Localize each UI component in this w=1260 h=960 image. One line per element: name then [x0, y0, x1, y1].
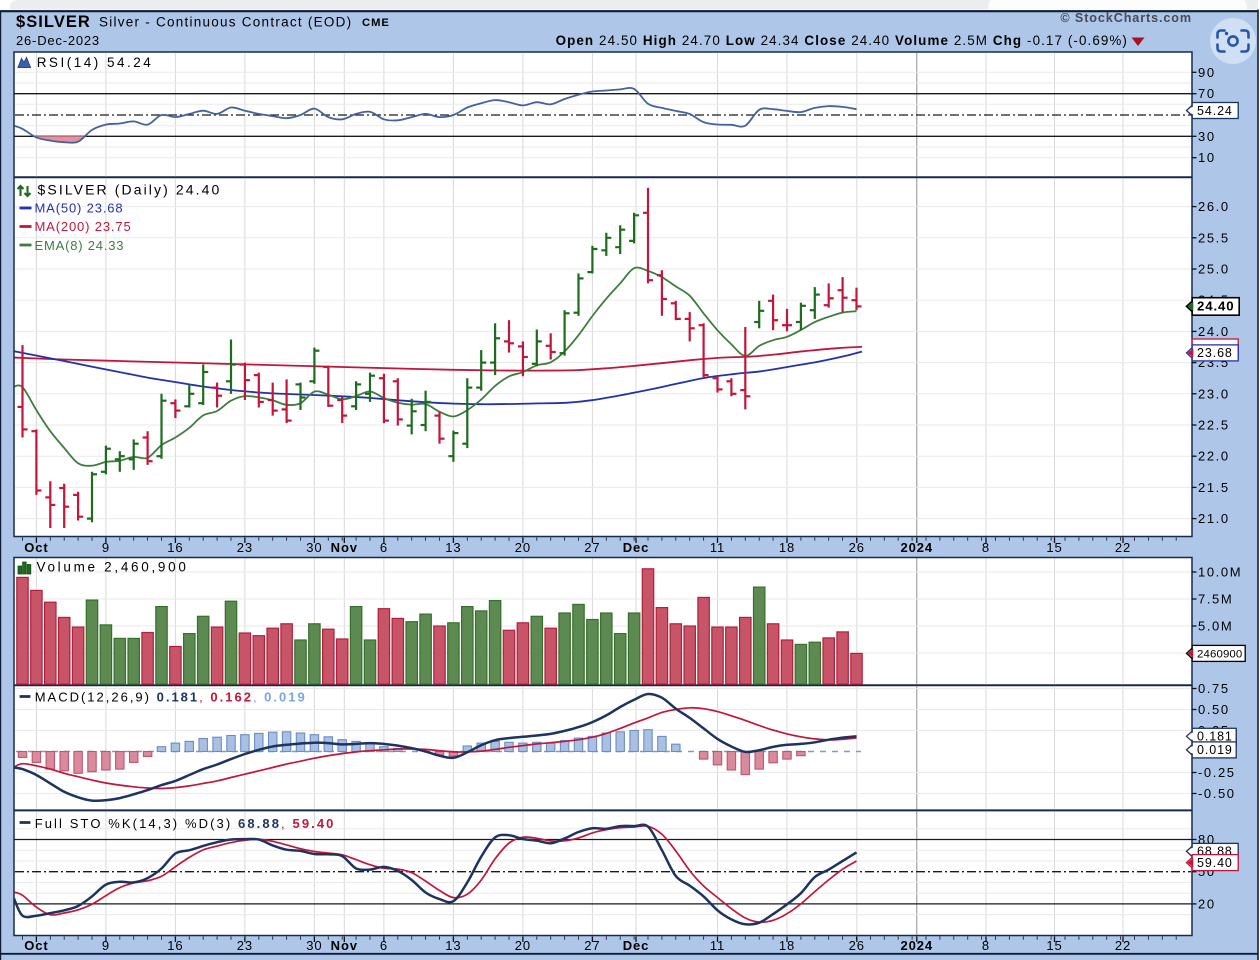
svg-text:Nov: Nov — [331, 938, 358, 953]
svg-text:22: 22 — [1115, 540, 1131, 555]
svg-text:8: 8 — [982, 938, 990, 953]
svg-text:0.019: 0.019 — [1197, 743, 1233, 757]
svg-text:Oct: Oct — [24, 938, 48, 953]
svg-text:Dec: Dec — [623, 938, 650, 953]
svg-text:MACD(12,26,9) 0.181, 0.162, 0.: MACD(12,26,9) 0.181, 0.162, 0.019 — [35, 690, 307, 705]
svg-text:Oct: Oct — [24, 540, 48, 555]
svg-text:8: 8 — [982, 540, 990, 555]
svg-text:2460900: 2460900 — [1197, 649, 1242, 661]
svg-text:0.50: 0.50 — [1198, 702, 1230, 717]
svg-text:-0.25: -0.25 — [1198, 765, 1236, 780]
svg-text:18: 18 — [779, 540, 795, 555]
svg-text:15: 15 — [1046, 540, 1062, 555]
svg-text:25.0: 25.0 — [1198, 262, 1230, 277]
svg-text:MA(200) 23.75: MA(200) 23.75 — [35, 219, 132, 234]
svg-text:22.5: 22.5 — [1198, 418, 1230, 433]
svg-text:Nov: Nov — [331, 540, 358, 555]
svg-text:30: 30 — [306, 540, 322, 555]
svg-text:21.0: 21.0 — [1198, 511, 1230, 526]
svg-text:26: 26 — [849, 540, 865, 555]
svg-text:26.0: 26.0 — [1198, 199, 1230, 214]
svg-text:26-Dec-2023: 26-Dec-2023 — [16, 33, 100, 48]
svg-text:Dec: Dec — [623, 540, 650, 555]
svg-text:0.75: 0.75 — [1198, 681, 1230, 696]
svg-text:9: 9 — [102, 540, 110, 555]
svg-text:0.181: 0.181 — [1197, 730, 1233, 744]
svg-text:13: 13 — [445, 540, 461, 555]
svg-text:16: 16 — [167, 938, 183, 953]
svg-text:11: 11 — [710, 938, 725, 953]
svg-text:25.5: 25.5 — [1198, 230, 1230, 245]
svg-text:6: 6 — [380, 938, 388, 953]
svg-text:30: 30 — [306, 938, 322, 953]
svg-text:MA(50) 23.68: MA(50) 23.68 — [35, 201, 124, 216]
svg-text:-0.50: -0.50 — [1198, 786, 1236, 801]
svg-text:30: 30 — [1198, 129, 1216, 144]
svg-text:Open 24.50 High 24.70 Low 24: Open 24.50 High 24.70 Low 24.34 Close 24… — [556, 33, 1128, 48]
svg-text:27: 27 — [584, 540, 600, 555]
svg-text:18: 18 — [779, 938, 795, 953]
svg-text:10: 10 — [1198, 150, 1216, 165]
svg-text:7.5M: 7.5M — [1198, 592, 1233, 607]
svg-text:Volume 2,460,900: Volume 2,460,900 — [37, 560, 189, 575]
svg-text:27: 27 — [584, 938, 600, 953]
svg-text:22.0: 22.0 — [1198, 449, 1230, 464]
svg-text:$SILVER: $SILVER — [16, 13, 91, 31]
svg-text:10.0M: 10.0M — [1198, 565, 1242, 580]
svg-text:5.0M: 5.0M — [1198, 619, 1233, 634]
svg-text:Silver - Continuous Contract (: Silver - Continuous Contract (EOD) — [99, 15, 352, 30]
svg-text:24.0: 24.0 — [1198, 324, 1230, 339]
svg-text:13: 13 — [445, 938, 461, 953]
svg-text:23: 23 — [237, 938, 253, 953]
svg-text:Full STO %K(14,3) %D(3) 68.88,: Full STO %K(14,3) %D(3) 68.88, 59.40 — [35, 816, 336, 831]
svg-text:CME: CME — [362, 17, 390, 29]
svg-text:54.24: 54.24 — [1197, 104, 1233, 118]
svg-text:16: 16 — [167, 540, 183, 555]
svg-text:22: 22 — [1115, 938, 1131, 953]
svg-text:20: 20 — [1198, 896, 1216, 911]
svg-text:70: 70 — [1198, 86, 1216, 101]
svg-text:90: 90 — [1198, 65, 1216, 80]
svg-text:59.40: 59.40 — [1197, 856, 1233, 870]
svg-text:20: 20 — [515, 540, 531, 555]
svg-text:15: 15 — [1046, 938, 1062, 953]
svg-text:23.0: 23.0 — [1198, 386, 1230, 401]
svg-text:23.68: 23.68 — [1197, 346, 1233, 360]
svg-text:© StockCharts.com: © StockCharts.com — [1060, 11, 1192, 25]
svg-text:9: 9 — [102, 938, 110, 953]
svg-text:23: 23 — [237, 540, 253, 555]
svg-text:EMA(8) 24.33: EMA(8) 24.33 — [35, 238, 125, 253]
svg-text:11: 11 — [710, 540, 725, 555]
svg-text:2024: 2024 — [901, 540, 934, 555]
svg-text:26: 26 — [849, 938, 865, 953]
svg-text:20: 20 — [515, 938, 531, 953]
svg-text:RSI(14) 54.24: RSI(14) 54.24 — [37, 55, 154, 70]
svg-text:2024: 2024 — [901, 938, 934, 953]
svg-text:$SILVER (Daily) 24.40: $SILVER (Daily) 24.40 — [38, 182, 222, 198]
svg-text:21.5: 21.5 — [1198, 480, 1230, 495]
svg-text:6: 6 — [380, 540, 388, 555]
svg-text:24.40: 24.40 — [1197, 299, 1235, 314]
